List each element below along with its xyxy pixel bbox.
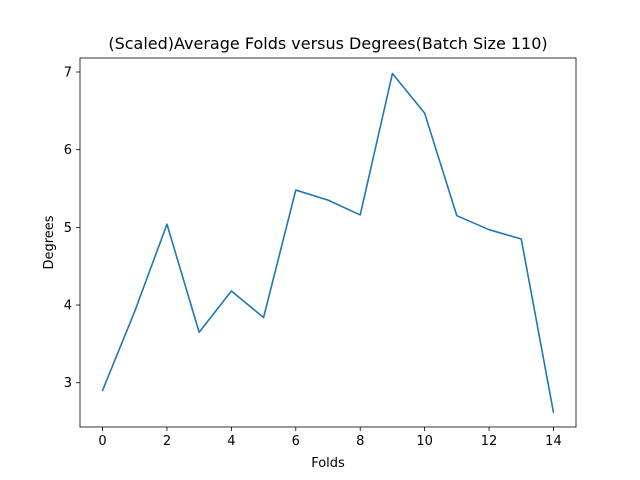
- x-tick-label: 14: [545, 434, 562, 449]
- axes-frame: [79, 57, 577, 428]
- x-tick-label: 0: [98, 434, 106, 449]
- y-axis-label: Degrees: [42, 215, 57, 269]
- y-tick-label: 7: [64, 65, 72, 80]
- x-tick-label: 4: [227, 434, 235, 449]
- series-line-0: [101, 72, 555, 414]
- y-tick-label: 5: [64, 221, 72, 236]
- x-tick-label: 10: [416, 434, 433, 449]
- y-tick-label: 6: [64, 143, 72, 158]
- x-tick-label: 6: [292, 434, 300, 449]
- y-tick-label: 3: [64, 376, 72, 391]
- plot-area: 0 2 4 6 8 10 12 14 3 4 5 6 7: [64, 57, 577, 449]
- x-tick-label: 12: [481, 434, 498, 449]
- x-axis-label: Folds: [311, 456, 345, 471]
- x-tick-label: 8: [356, 434, 364, 449]
- x-tick-label: 2: [163, 434, 171, 449]
- y-tick-label: 4: [64, 299, 72, 314]
- chart-title: (Scaled)Average Folds versus Degrees(Bat…: [108, 34, 547, 53]
